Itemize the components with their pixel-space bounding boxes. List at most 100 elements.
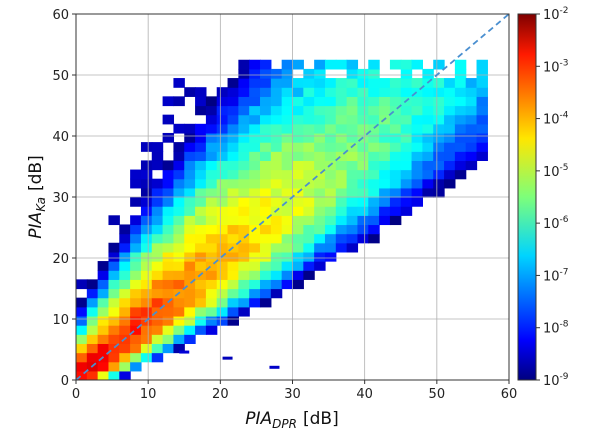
heatmap-cell: [465, 87, 478, 97]
heatmap-cell: [249, 151, 261, 161]
heatmap-cell: [346, 132, 359, 143]
heatmap-cell: [292, 78, 304, 88]
heatmap-cell: [281, 178, 294, 189]
heatmap-cell: [379, 206, 391, 216]
heatmap-cell: [86, 306, 99, 317]
heatmap-cell: [216, 215, 229, 226]
heatmap-cell: [140, 270, 153, 280]
heatmap-cell: [465, 123, 478, 134]
heatmap-cell: [379, 160, 391, 171]
heatmap-cell: [400, 78, 413, 88]
heatmap-cell: [476, 87, 488, 97]
heatmap-cell: [444, 132, 456, 143]
heatmap-cell: [130, 224, 142, 235]
heatmap-cell: [270, 270, 283, 280]
heatmap-cell: [314, 233, 326, 244]
heatmap-cell: [216, 105, 229, 116]
heatmap-cell: [260, 142, 272, 152]
heatmap-cell: [433, 105, 445, 116]
heatmap-cell: [454, 142, 467, 152]
x-axis-ticks: 0 10 20 30 40 50 60: [72, 380, 517, 402]
heatmap-cell: [130, 215, 142, 226]
heatmap-cell: [379, 215, 391, 226]
heatmap-cell: [108, 251, 120, 262]
heatmap-cell: [108, 370, 120, 380]
heatmap-cell: [411, 105, 423, 116]
heatmap-cell: [184, 261, 196, 271]
heatmap-cell: [281, 233, 294, 244]
heatmap-cell: [292, 178, 304, 189]
heatmap-cell: [270, 105, 283, 116]
heatmap-cell: [324, 59, 337, 70]
heatmap-cell: [184, 197, 196, 207]
heatmap-cell: [335, 215, 348, 226]
heatmap-cell: [151, 343, 164, 354]
heatmap-cell: [173, 169, 185, 180]
heatmap-cell: [173, 270, 185, 280]
heatmap-cell: [97, 279, 110, 290]
heatmap-cell: [368, 187, 380, 198]
heatmap-cell: [379, 142, 391, 152]
heatmap-cell: [227, 105, 239, 116]
heatmap-cell: [270, 288, 283, 299]
heatmap-cell: [422, 105, 434, 116]
heatmap-cell: [205, 114, 218, 125]
heatmap-cell: [281, 96, 294, 107]
heatmap-cell: [249, 59, 261, 70]
heatmap-cell: [411, 123, 423, 134]
heatmap-cell: [173, 187, 185, 198]
heatmap-cell: [184, 178, 196, 189]
x-tick-label: 40: [356, 387, 373, 402]
heatmap-cell: [195, 160, 207, 171]
heatmap-cell: [281, 279, 294, 290]
heatmap-cell: [324, 187, 337, 198]
heatmap-cell: [97, 261, 110, 271]
heatmap-cell: [314, 169, 326, 180]
heatmap-cell: [357, 215, 369, 226]
heatmap-cell: [400, 105, 413, 116]
heatmap-cell: [281, 114, 294, 125]
heatmap-cell: [238, 233, 250, 244]
heatmap-cell: [108, 270, 120, 280]
heatmap-cell: [238, 288, 250, 299]
heatmap-cell: [357, 114, 369, 125]
heatmap-cell: [249, 279, 261, 290]
heatmap-cell: [433, 59, 445, 70]
heatmap-cell: [184, 160, 196, 171]
heatmap-cell: [108, 343, 120, 354]
heatmap-cell: [162, 251, 175, 262]
heatmap-cell: [433, 123, 445, 134]
heatmap-cell: [270, 215, 283, 226]
heatmap-cell: [454, 78, 467, 88]
heatmap-cell: [281, 59, 294, 70]
heatmap-cell: [476, 96, 488, 107]
heatmap-cell: [260, 87, 272, 97]
heatmap-cell: [379, 132, 391, 143]
heatmap-cell: [270, 142, 283, 152]
heatmap-cell: [422, 123, 434, 134]
heatmap-cell: [227, 251, 239, 262]
heatmap-cell: [389, 96, 402, 107]
heatmap-cell: [260, 132, 272, 143]
heatmap-cell: [162, 242, 175, 253]
heatmap-cell: [184, 270, 196, 280]
heatmap-cell: [260, 151, 272, 161]
heatmap-cell: [324, 224, 337, 235]
heatmap-cell: [400, 160, 413, 171]
heatmap-cell: [227, 233, 239, 244]
heatmap-cell: [368, 96, 380, 107]
heatmap-cell: [249, 169, 261, 180]
heatmap-cell: [86, 370, 99, 380]
heatmap-cell: [205, 233, 218, 244]
heatmap-cell: [227, 151, 239, 161]
heatmap-cell: [205, 251, 218, 262]
heatmap-cell: [173, 279, 185, 290]
heatmap-cell: [76, 352, 88, 363]
heatmap-cell: [184, 334, 196, 344]
heatmap-cell: [346, 224, 359, 235]
heatmap-cell: [465, 151, 478, 161]
heatmap-cell: [389, 114, 402, 125]
heatmap-cell: [346, 114, 359, 125]
heatmap-cell: [162, 96, 175, 107]
heatmap-cell: [108, 334, 120, 344]
